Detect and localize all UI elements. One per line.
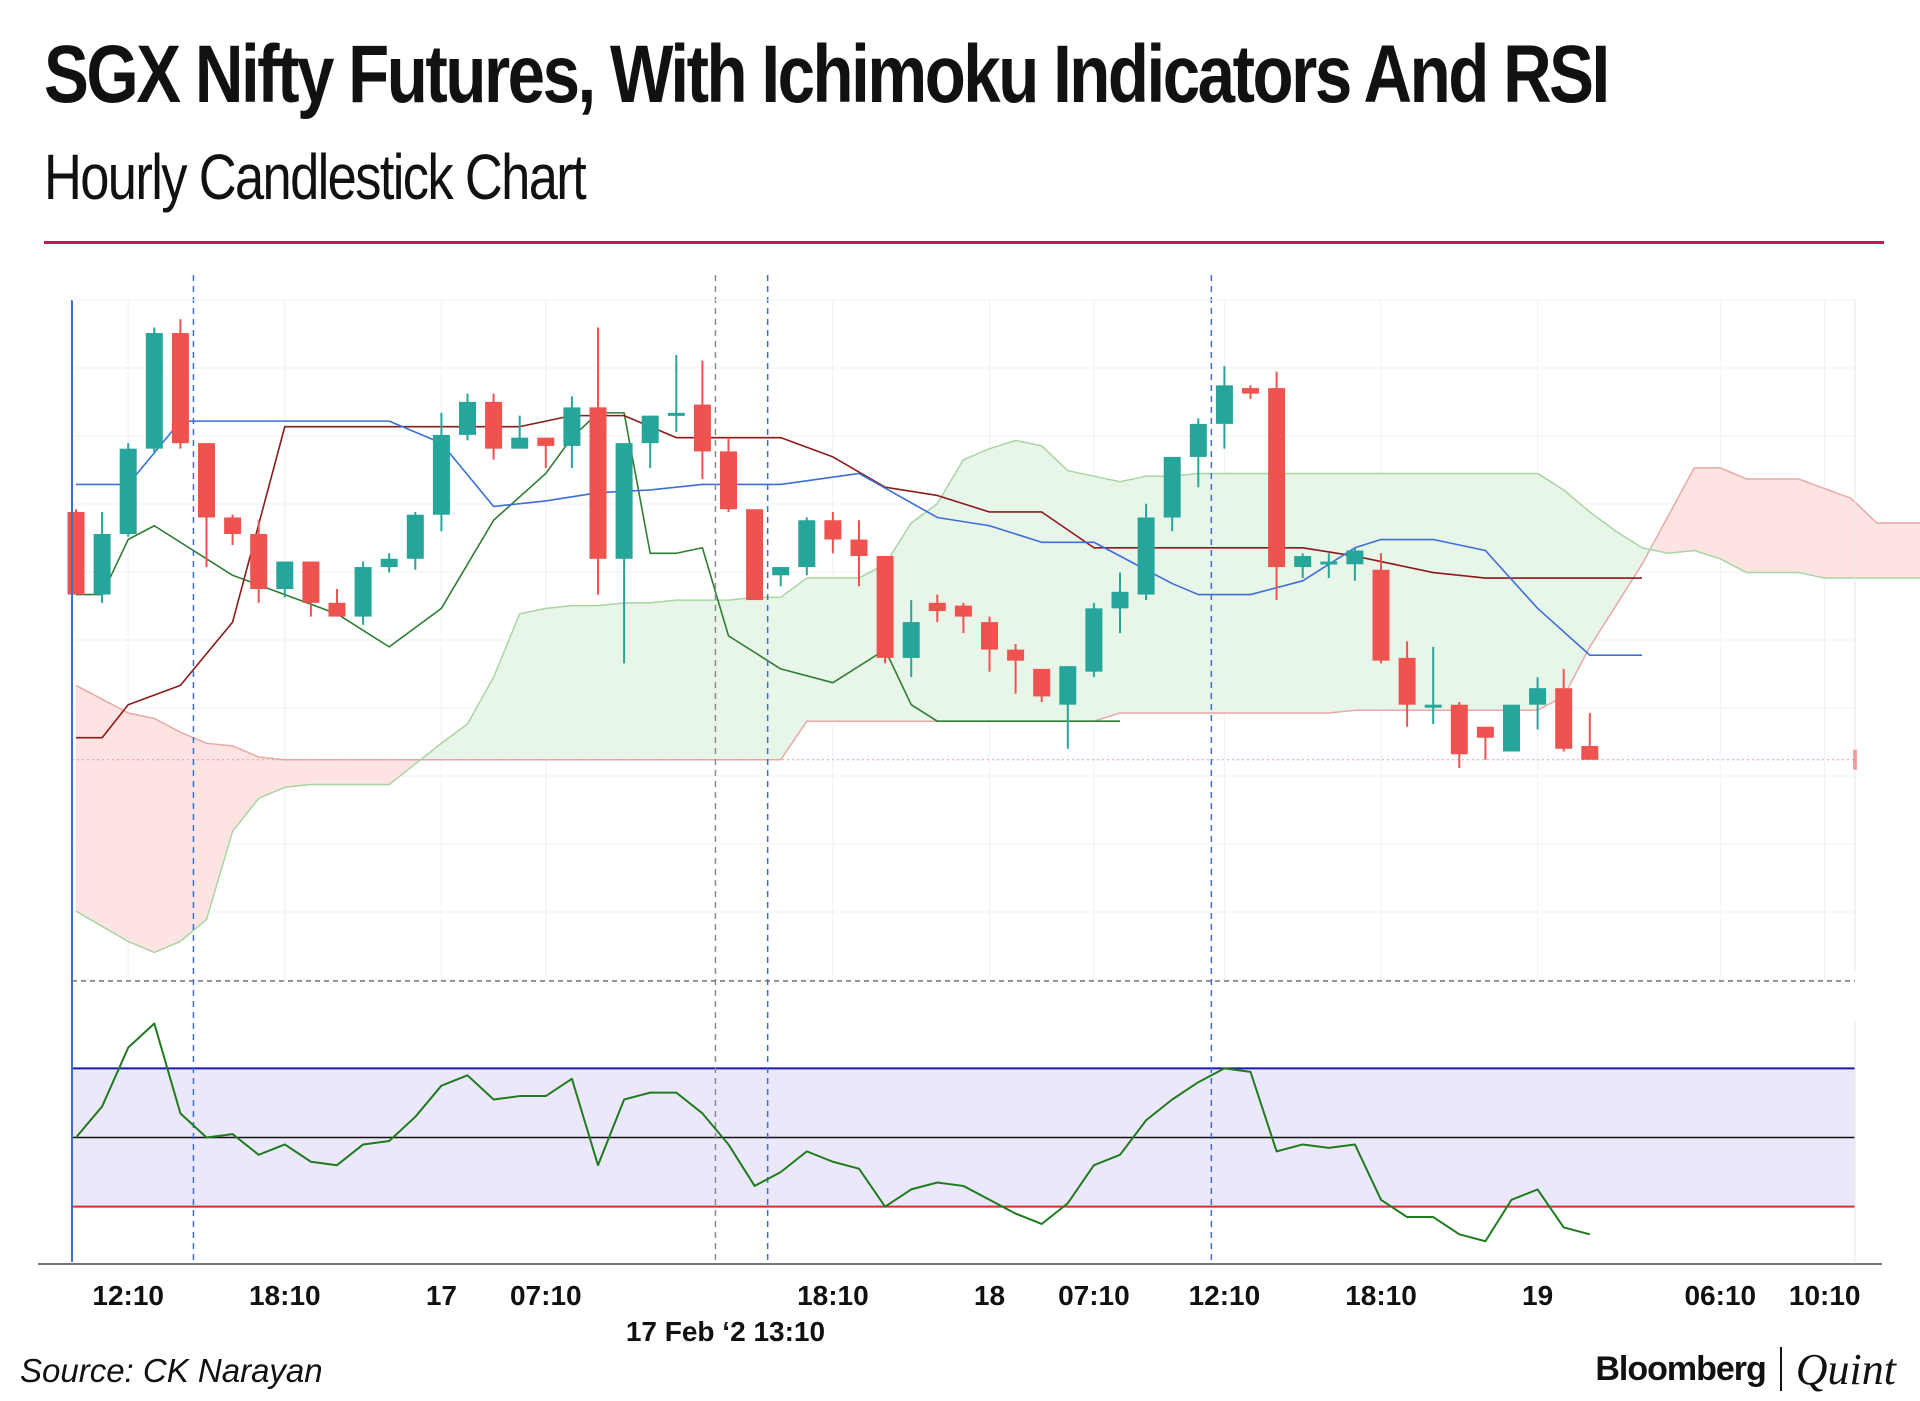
x-tick-label: 18	[974, 1280, 1005, 1311]
cloud-segment	[1655, 467, 1920, 579]
candle-body	[250, 534, 268, 590]
chart-subtitle: Hourly Candlestick Chart	[44, 141, 587, 213]
candle-body	[1085, 608, 1103, 672]
candle-body	[432, 434, 450, 515]
candle-body	[1529, 688, 1547, 705]
candle-body	[328, 602, 346, 617]
candle-body	[824, 520, 842, 540]
candle-body	[1372, 569, 1390, 661]
candle-body	[1346, 550, 1364, 565]
tenkan-line	[76, 420, 1642, 656]
x-tick-label: 07:10	[1058, 1280, 1130, 1311]
chart-frame	[38, 299, 1882, 1265]
rsi-line	[75, 1022, 1591, 1243]
x-tick-label: 07:10	[510, 1280, 582, 1311]
candle-body	[1424, 704, 1442, 708]
brand-separator	[1779, 1347, 1782, 1391]
candle-body	[1059, 666, 1077, 705]
title-rule	[44, 241, 1884, 244]
cloud-segment	[76, 685, 422, 953]
x-tick-label: 10:10	[1789, 1280, 1861, 1311]
x-tick-label: 12:10	[92, 1280, 164, 1311]
candle-body	[641, 415, 659, 444]
candle-body	[928, 602, 946, 612]
candle-body	[459, 401, 476, 435]
candle-body	[171, 333, 189, 444]
candle-body	[354, 567, 372, 617]
candle-body	[93, 534, 111, 595]
ichimoku-cloud	[75, 439, 1920, 954]
candle-body	[1581, 745, 1599, 760]
source-note: Source: CK Narayan	[20, 1352, 323, 1389]
candle-body	[772, 567, 790, 576]
candle-body	[380, 558, 398, 568]
candle-body	[1007, 649, 1025, 661]
candle-body	[302, 561, 320, 603]
candle-body	[537, 437, 555, 446]
candle-body	[720, 451, 737, 510]
brand-secondary: Quint	[1795, 1344, 1896, 1394]
candle-body	[746, 509, 764, 601]
cloud-segment	[421, 440, 1656, 760]
candle-body	[1137, 517, 1155, 595]
candle-body	[485, 401, 503, 449]
candle-body	[198, 443, 215, 518]
brand-logo: Bloomberg Quint	[1595, 1344, 1896, 1394]
candle-body	[67, 511, 85, 595]
candle-body	[850, 539, 868, 557]
candle-body	[1268, 388, 1286, 568]
rsi-band	[72, 1067, 1855, 1208]
candle-body	[511, 437, 529, 449]
candle-body	[406, 514, 424, 559]
candle-body	[954, 605, 972, 617]
candle-body	[1476, 726, 1494, 738]
candle-body	[1450, 704, 1468, 755]
candle-body	[1320, 561, 1338, 565]
candle-body	[145, 333, 163, 449]
candle-body	[1503, 704, 1520, 752]
chikou-line	[76, 412, 1120, 723]
x-tick-label: 06:10	[1684, 1280, 1756, 1311]
candle-body	[798, 520, 816, 568]
candle-body	[276, 561, 294, 590]
candle-body	[693, 404, 711, 452]
candle-body	[615, 443, 633, 559]
x-tick-label: 18:10	[1345, 1280, 1417, 1311]
candle-body	[589, 407, 607, 559]
x-tick-label: 18:10	[797, 1280, 869, 1311]
candle-body	[1111, 591, 1129, 609]
x-tick-label: 17	[426, 1280, 457, 1311]
brand-primary: Bloomberg	[1595, 1349, 1766, 1388]
candle-body	[1033, 668, 1051, 697]
candle-body	[876, 556, 894, 658]
candle-body	[224, 517, 242, 535]
x-axis-ticks: 12:10 18:10 17 07:10 18:10 18 07:10 12:10 18:10 1…	[92, 1280, 1860, 1347]
crosshair-label: 17 Feb ‘2 13:10	[626, 1316, 825, 1347]
candle-body	[1294, 556, 1312, 568]
candle-body	[119, 448, 137, 535]
x-tick-label: 12:10	[1189, 1280, 1261, 1311]
candle-body	[1215, 385, 1233, 424]
chart-title: SGX Nifty Futures, With Ichimoku Indicat…	[44, 29, 1610, 120]
candle-body	[1163, 456, 1181, 518]
candle-body	[563, 407, 581, 446]
candle-body	[981, 622, 998, 650]
candle-body	[1189, 423, 1207, 457]
candle-body	[667, 412, 685, 416]
candle-body	[902, 622, 920, 658]
candle-body	[1242, 388, 1259, 394]
span-b-line	[75, 439, 1920, 954]
x-tick-label: 18:10	[249, 1280, 321, 1311]
x-tick-label: 19	[1522, 1280, 1553, 1311]
candle-body	[1555, 688, 1573, 749]
candles	[67, 319, 1599, 769]
candle-body	[1398, 657, 1416, 705]
